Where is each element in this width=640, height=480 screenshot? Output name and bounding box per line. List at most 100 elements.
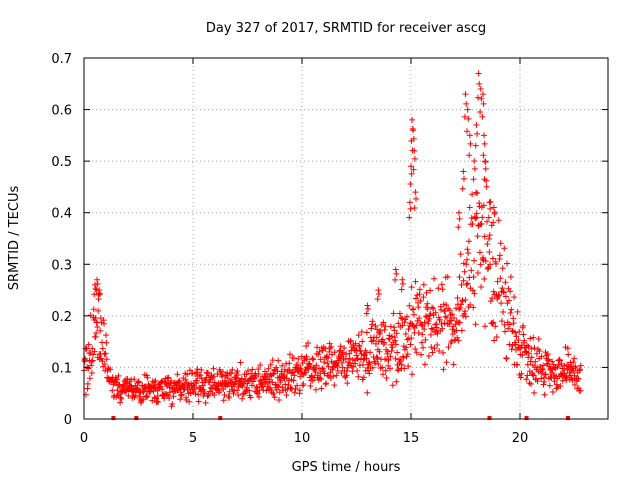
data-point — [389, 344, 396, 351]
data-point — [266, 376, 273, 383]
data-point — [419, 331, 426, 338]
data-point — [400, 354, 407, 361]
data-point — [438, 306, 445, 313]
data-point — [202, 399, 209, 406]
data-point — [96, 290, 103, 297]
data-point — [113, 376, 120, 383]
data-point — [528, 354, 535, 361]
data-point — [431, 275, 438, 282]
data-point — [385, 357, 392, 364]
data-point — [427, 310, 434, 317]
data-point — [94, 280, 101, 287]
data-point — [343, 367, 350, 374]
data-point — [462, 308, 469, 315]
data-point — [392, 266, 399, 273]
data-point — [375, 338, 382, 345]
data-point — [229, 366, 236, 373]
data-point — [321, 370, 328, 377]
data-point — [484, 241, 491, 248]
data-point — [460, 168, 467, 175]
data-point — [408, 284, 415, 291]
data-point — [456, 274, 463, 281]
data-point — [530, 372, 537, 379]
data-point — [465, 115, 472, 122]
data-point — [514, 361, 521, 368]
data-point — [472, 321, 479, 328]
data-point — [564, 345, 571, 352]
data-point — [488, 222, 495, 229]
data-point — [394, 367, 401, 374]
data-point — [290, 354, 297, 361]
data-point — [474, 190, 481, 197]
data-point — [413, 322, 420, 329]
data-point — [481, 140, 488, 147]
data-point — [165, 374, 172, 381]
data-point — [204, 393, 211, 400]
data-point — [220, 397, 227, 404]
data-point — [498, 300, 505, 307]
data-point — [318, 376, 325, 383]
data-point — [460, 175, 467, 182]
data-point — [205, 392, 212, 399]
data-point — [497, 240, 504, 247]
data-point — [440, 366, 447, 373]
data-point — [469, 191, 476, 198]
data-point — [471, 257, 478, 264]
data-point — [508, 346, 515, 353]
data-point — [531, 389, 538, 396]
data-point — [412, 295, 419, 302]
data-point — [482, 158, 489, 165]
data-point — [461, 268, 468, 275]
data-point — [303, 356, 310, 363]
data-point — [376, 348, 383, 355]
data-point — [512, 329, 519, 336]
data-point — [270, 371, 277, 378]
data-point — [374, 296, 381, 303]
data-point — [265, 365, 272, 372]
data-point — [143, 392, 150, 399]
data-point — [407, 341, 414, 348]
data-point — [111, 416, 116, 420]
data-point — [495, 217, 502, 224]
data-point — [555, 361, 562, 368]
data-point — [490, 319, 497, 326]
data-point — [466, 152, 473, 159]
data-point — [334, 367, 341, 374]
data-point — [553, 372, 560, 379]
data-point — [195, 391, 202, 398]
data-point — [540, 381, 547, 388]
data-point — [481, 276, 488, 283]
data-point — [520, 331, 527, 338]
data-point — [355, 373, 362, 380]
data-point — [382, 323, 389, 330]
data-point — [469, 221, 476, 228]
data-point — [415, 304, 422, 311]
data-point — [216, 387, 223, 394]
data-point — [166, 395, 173, 402]
data-point — [476, 80, 483, 87]
data-point — [296, 387, 303, 394]
data-point — [515, 337, 522, 344]
data-point — [408, 170, 415, 177]
data-point — [525, 350, 532, 357]
data-point — [479, 91, 486, 98]
data-point — [331, 349, 338, 356]
data-point — [360, 374, 367, 381]
data-point — [431, 345, 438, 352]
data-point — [197, 371, 204, 378]
data-point — [269, 379, 276, 386]
data-point — [398, 361, 405, 368]
data-point — [489, 295, 496, 302]
data-point — [303, 343, 310, 350]
data-point — [355, 332, 362, 339]
data-point — [502, 328, 509, 335]
data-point — [412, 345, 419, 352]
data-point — [398, 286, 405, 293]
chart-title: Day 327 of 2017, SRMTID for receiver asc… — [206, 21, 486, 36]
data-point — [432, 309, 439, 316]
data-point — [483, 218, 490, 225]
data-point — [434, 342, 441, 348]
data-point — [254, 390, 261, 397]
data-point — [337, 343, 344, 350]
